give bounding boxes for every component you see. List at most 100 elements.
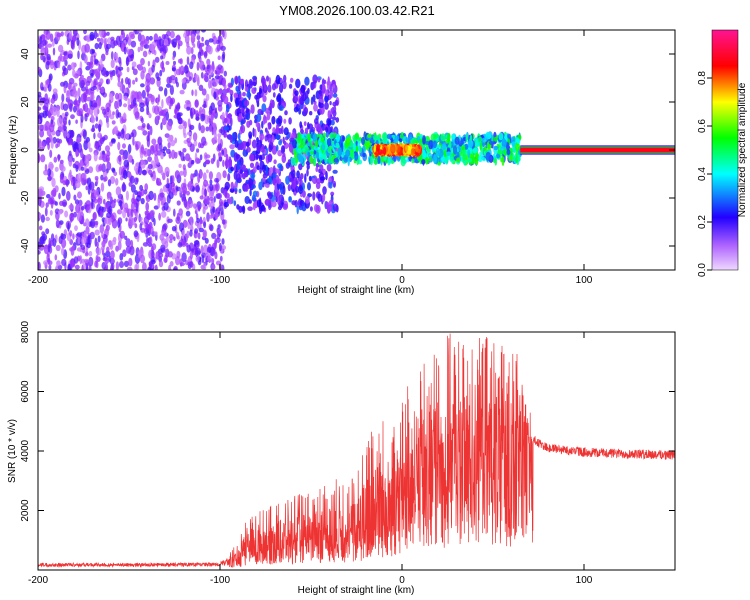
spectrogram-cell [234, 189, 238, 195]
spectrogram-cell [179, 170, 184, 176]
spectrogram-cell [45, 30, 51, 40]
spectrogram-cell [61, 199, 68, 208]
spectrogram-cell [265, 167, 269, 176]
spectrogram-cell [303, 121, 307, 126]
spectrogram-cell [93, 107, 99, 117]
spectrogram-cell [38, 106, 42, 111]
spectrogram-cell [294, 90, 299, 96]
spectrogram-cell [46, 43, 53, 48]
spectrogram-cell [69, 230, 73, 237]
spectrogram-cell [52, 47, 56, 56]
spectrogram-cell [54, 254, 58, 261]
spectrogram-cell [163, 223, 168, 231]
spectrogram-cell [222, 147, 228, 158]
spectrogram-cell [177, 242, 183, 248]
spectrogram-cell [134, 111, 140, 120]
spectrogram-cell [501, 156, 505, 167]
spectrogram-cell [321, 144, 326, 151]
spectrogram-cell [217, 224, 221, 230]
spectrogram-cell [179, 65, 185, 76]
spectrogram-cell [101, 261, 107, 270]
spectrogram-cell [108, 93, 113, 98]
spectrogram-cell [264, 183, 270, 188]
spectrogram-cell [98, 84, 102, 91]
spectrogram-cell [61, 186, 66, 197]
spectrogram-cell [267, 122, 271, 130]
spectrogram-cell [283, 118, 287, 124]
spectrogram-cell [158, 212, 162, 221]
spectrogram-cell [117, 209, 121, 215]
spectrogram-cell [43, 244, 49, 249]
spectrogram-cell [508, 155, 513, 162]
spectrogram-cell [148, 224, 151, 232]
spectrogram-cell [106, 79, 109, 85]
spectrogram-cell [88, 256, 94, 267]
spectrogram-cell [173, 60, 176, 66]
spectrogram-cell [56, 32, 62, 38]
spectrogram-cell [278, 105, 284, 111]
spectrogram-cell [220, 45, 226, 52]
spectrogram-cell [306, 163, 310, 170]
spectrogram-cell [89, 93, 95, 101]
spectrogram-cell [269, 102, 273, 111]
spectrogram-cell [61, 258, 67, 266]
x-tick-label: -200 [28, 575, 48, 586]
spectrogram-cell [314, 118, 319, 125]
spectrogram-cell [318, 102, 325, 109]
spectrogram-cell [159, 192, 165, 198]
spectrogram-cell [74, 225, 78, 232]
spectrogram-cell [221, 53, 225, 63]
spectrogram-cell [104, 256, 110, 265]
spectrogram-cell [252, 202, 256, 211]
spectrogram-cell [119, 253, 124, 261]
spectrogram-cell [329, 132, 335, 140]
spectrogram-cell [57, 61, 61, 69]
spectrogram-cell [189, 229, 193, 237]
spectrogram-cell [301, 95, 305, 101]
spectrogram-cell [118, 200, 123, 207]
spectrogram-cell [102, 108, 107, 115]
spectrogram-cell [275, 74, 281, 85]
spectrogram-cell [390, 137, 394, 144]
spectrogram-cell [173, 267, 178, 270]
spectrogram-cell [217, 88, 223, 95]
spectrogram-cell [83, 172, 87, 180]
spectrogram-cell [352, 142, 356, 152]
spectrogram-cell [200, 125, 206, 134]
spectrogram-cell [248, 199, 252, 204]
spectrogram-cell [345, 149, 351, 157]
spectrogram-cell [59, 220, 64, 226]
spectrogram-cell [41, 86, 44, 91]
spectrogram-cell [221, 78, 226, 86]
spectrogram-cell [113, 171, 118, 177]
spectrogram-cell [194, 89, 198, 97]
spectrogram-cell [140, 70, 145, 80]
spectrogram-cell [223, 126, 230, 131]
spectrogram-cell [282, 80, 287, 90]
spectrogram-cell [55, 219, 60, 228]
spectrogram-cell [68, 138, 73, 146]
spectrogram-cell [221, 219, 226, 225]
spectrogram-cell [137, 46, 141, 53]
spectrogram-cell [212, 35, 218, 45]
spectrogram-cell [243, 171, 247, 178]
spectrogram-cell [148, 190, 154, 201]
spectrogram-cell [186, 106, 191, 111]
spectrogram-cell [332, 93, 338, 98]
spectrogram-cell [107, 179, 112, 187]
spectrogram-cell [139, 102, 145, 109]
spectrogram-cell [262, 116, 266, 125]
spectrogram-cell [82, 129, 87, 140]
spectrogram-cell [170, 139, 176, 147]
spectrogram-marks [38, 30, 675, 270]
spectrogram-cell [70, 39, 75, 50]
spectrogram-cell [72, 163, 77, 169]
spectrogram-cell [127, 78, 131, 85]
spectrogram-cell [316, 123, 322, 132]
spectrogram-cell [432, 140, 437, 149]
spectrogram-cell [229, 144, 235, 150]
spectrogram-cell [101, 240, 106, 248]
spectrogram-cell [268, 198, 272, 206]
spectrogram-cell [189, 250, 193, 260]
spectrogram-cell [332, 203, 339, 212]
